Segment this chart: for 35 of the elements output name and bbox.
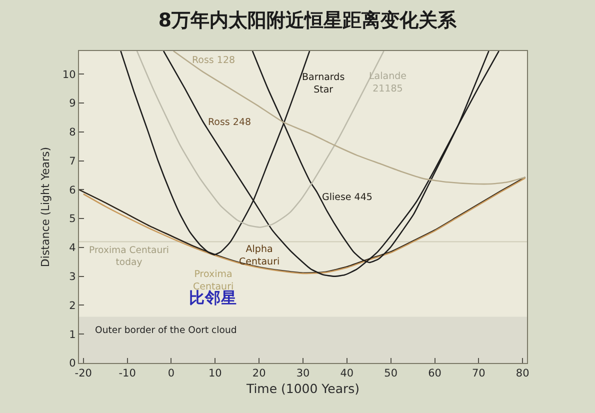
- series-label: Gliese 445: [322, 192, 372, 203]
- y-tick-label: 1: [69, 328, 76, 341]
- x-tick-label: 0: [168, 368, 175, 380]
- series-label: Lalande 21185: [369, 71, 407, 94]
- x-tick-label: 60: [428, 368, 442, 380]
- y-tick-label: 0: [69, 358, 76, 370]
- ref-line-label: Proxima Centauri today: [89, 245, 169, 268]
- band-label: Outer border of the Oort cloud: [95, 325, 237, 336]
- x-tick-label: 10: [208, 368, 222, 380]
- chart-title: 8万年内太阳附近恒星距离变化关系: [158, 10, 458, 32]
- x-tick-label: 70: [472, 368, 486, 380]
- x-tick-label: -20: [74, 368, 92, 380]
- series-label: Alpha Centauri: [239, 244, 280, 268]
- y-tick-label: 10: [62, 68, 76, 81]
- y-axis-title: Distance (Light Years): [39, 146, 52, 268]
- y-tick-label: 4: [69, 242, 76, 254]
- series-label: Barnards Star: [302, 72, 345, 96]
- annotation: 比邻星: [189, 289, 237, 307]
- x-tick-label: 20: [252, 368, 266, 380]
- y-tick-label: 2: [69, 300, 76, 312]
- y-tick-label: 8: [69, 126, 76, 139]
- series-label: Ross 248: [208, 117, 252, 128]
- series-label: Ross 128: [192, 55, 236, 66]
- x-tick-label: 40: [340, 368, 354, 380]
- y-tick-label: 6: [69, 184, 76, 196]
- line-series: [172, 51, 526, 185]
- y-tick-label: 5: [69, 213, 76, 226]
- y-tick-label: 3: [69, 271, 76, 284]
- y-tick-label: 7: [69, 155, 76, 168]
- x-tick-label: 80: [516, 368, 530, 380]
- y-tick-label: 9: [69, 98, 76, 110]
- x-tick-label: 50: [384, 368, 398, 380]
- x-tick-label: 30: [296, 368, 310, 380]
- x-axis-title: Time (1000 Years): [245, 380, 360, 396]
- x-tick-label: -10: [118, 368, 136, 380]
